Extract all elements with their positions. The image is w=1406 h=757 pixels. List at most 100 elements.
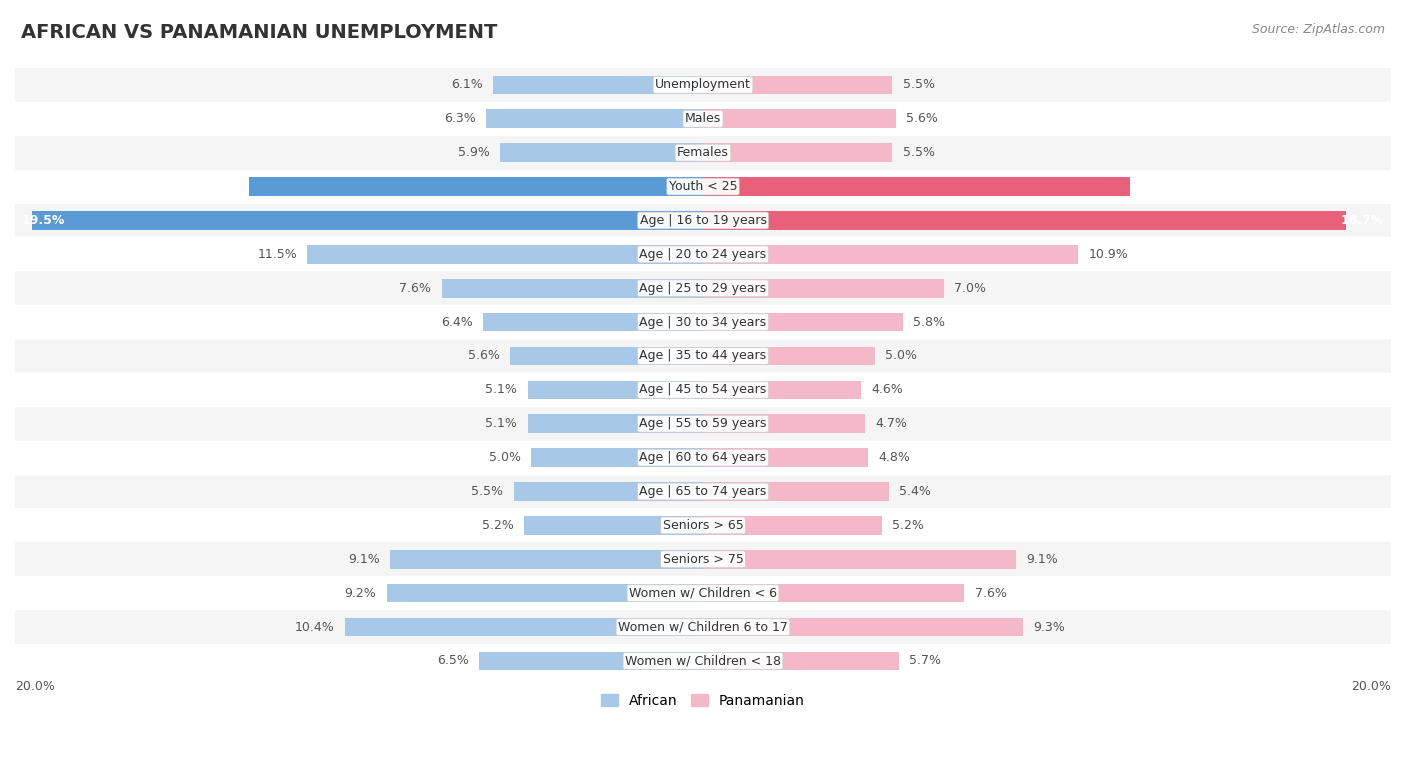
Text: 5.0%: 5.0% [886,350,917,363]
Text: Females: Females [678,146,728,159]
Bar [15,644,1391,678]
Text: 5.0%: 5.0% [489,451,520,464]
Bar [486,110,703,128]
Text: Males: Males [685,112,721,126]
Text: Youth < 25: Youth < 25 [669,180,737,193]
Bar [249,177,703,196]
Bar [510,347,703,366]
Text: 6.1%: 6.1% [451,79,482,92]
Text: 11.5%: 11.5% [257,248,297,261]
Bar [501,143,703,162]
Bar [346,618,703,637]
Text: 7.6%: 7.6% [399,282,432,294]
Text: 12.4%: 12.4% [1340,180,1384,193]
Bar [703,211,1347,230]
Bar [703,313,903,332]
Bar [524,516,703,534]
Text: 9.2%: 9.2% [344,587,377,600]
Bar [15,610,1391,644]
Text: Women w/ Children < 6: Women w/ Children < 6 [628,587,778,600]
Text: 18.7%: 18.7% [1341,214,1384,227]
Text: 5.6%: 5.6% [468,350,501,363]
Text: 9.1%: 9.1% [347,553,380,565]
Bar [32,211,703,230]
Bar [15,475,1391,509]
Bar [15,576,1391,610]
Bar [703,347,875,366]
Bar [441,279,703,298]
Bar [703,143,893,162]
Text: Age | 60 to 64 years: Age | 60 to 64 years [640,451,766,464]
Bar [15,68,1391,102]
Text: 5.2%: 5.2% [893,519,924,532]
Bar [387,584,703,603]
Text: 7.6%: 7.6% [974,587,1007,600]
Bar [15,238,1391,271]
Text: Women w/ Children < 18: Women w/ Children < 18 [626,654,780,668]
Text: Age | 20 to 24 years: Age | 20 to 24 years [640,248,766,261]
Text: 5.7%: 5.7% [910,654,942,668]
Text: Age | 35 to 44 years: Age | 35 to 44 years [640,350,766,363]
Bar [703,381,862,399]
Bar [703,245,1078,263]
Text: 10.4%: 10.4% [295,621,335,634]
Text: 4.6%: 4.6% [872,383,903,397]
Text: 7.0%: 7.0% [955,282,986,294]
Text: 5.1%: 5.1% [485,417,517,430]
Text: 5.5%: 5.5% [471,485,503,498]
Bar [15,102,1391,136]
Text: Age | 65 to 74 years: Age | 65 to 74 years [640,485,766,498]
Bar [703,110,896,128]
Bar [15,509,1391,542]
Bar [527,414,703,433]
Bar [15,407,1391,441]
Text: 5.2%: 5.2% [482,519,513,532]
Text: Source: ZipAtlas.com: Source: ZipAtlas.com [1251,23,1385,36]
Text: Age | 55 to 59 years: Age | 55 to 59 years [640,417,766,430]
Text: 5.4%: 5.4% [898,485,931,498]
Text: 5.8%: 5.8% [912,316,945,329]
Bar [513,482,703,501]
Text: Age | 16 to 19 years: Age | 16 to 19 years [640,214,766,227]
Text: 20.0%: 20.0% [1351,680,1391,693]
Bar [703,448,868,467]
Bar [389,550,703,569]
Bar [494,76,703,95]
Text: 5.5%: 5.5% [903,79,935,92]
Text: Women w/ Children 6 to 17: Women w/ Children 6 to 17 [619,621,787,634]
Text: 4.7%: 4.7% [875,417,907,430]
Bar [308,245,703,263]
Text: 20.0%: 20.0% [15,680,55,693]
Text: 6.5%: 6.5% [437,654,470,668]
Bar [527,381,703,399]
Bar [703,279,943,298]
Bar [703,516,882,534]
Bar [15,204,1391,238]
Bar [15,542,1391,576]
Bar [703,584,965,603]
Bar [703,550,1017,569]
Text: 13.2%: 13.2% [22,180,65,193]
Text: 10.9%: 10.9% [1088,248,1128,261]
Text: Age | 30 to 34 years: Age | 30 to 34 years [640,316,766,329]
Bar [15,271,1391,305]
Bar [531,448,703,467]
Bar [703,76,893,95]
Bar [15,441,1391,475]
Bar [703,618,1024,637]
Bar [703,177,1129,196]
Text: 6.3%: 6.3% [444,112,477,126]
Bar [15,339,1391,373]
Bar [482,313,703,332]
Bar [479,652,703,670]
Text: Age | 45 to 54 years: Age | 45 to 54 years [640,383,766,397]
Text: 9.3%: 9.3% [1033,621,1064,634]
Bar [15,170,1391,204]
Text: 5.1%: 5.1% [485,383,517,397]
Bar [703,414,865,433]
Text: 19.5%: 19.5% [22,214,65,227]
Text: 5.9%: 5.9% [458,146,489,159]
Text: 5.5%: 5.5% [903,146,935,159]
Text: Age | 25 to 29 years: Age | 25 to 29 years [640,282,766,294]
Bar [15,305,1391,339]
